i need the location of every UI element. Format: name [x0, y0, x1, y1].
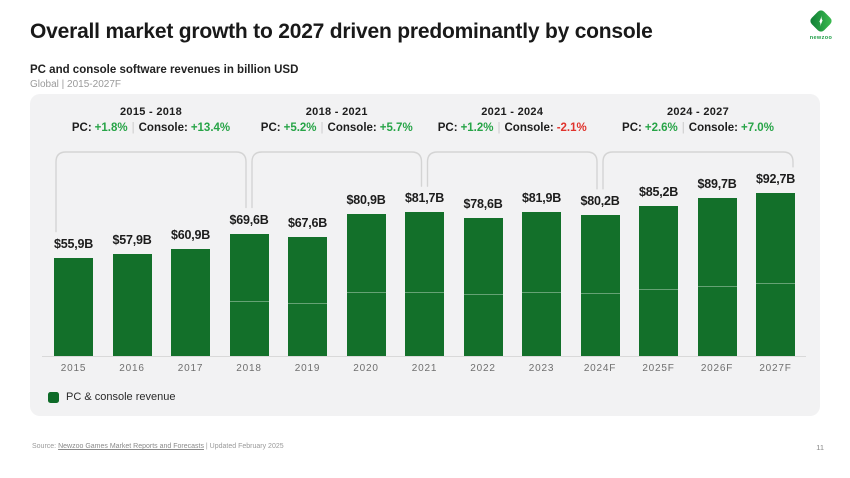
- source-note: Source: Newzoo Games Market Reports and …: [32, 443, 284, 450]
- period-header-4: 2024 - 2027 PC: +2.6% | Console: +7.0%: [588, 106, 808, 134]
- x-axis-line: [42, 356, 806, 357]
- bar-value-label: $89,7B: [697, 177, 737, 192]
- x-axis-tick-label: 2019: [294, 363, 321, 374]
- x-axis-tick-label: 2025F: [642, 363, 675, 374]
- bar-2024F: [580, 214, 620, 356]
- bar-segment-divider: [288, 302, 327, 304]
- bar-value-label: $92,7B: [755, 171, 796, 186]
- period-range: 2021 - 2024: [481, 106, 544, 118]
- bar-value-label: $78,6B: [463, 196, 503, 211]
- bar-segment-divider: [756, 283, 795, 285]
- bar-value-label: $85,2B: [638, 185, 679, 200]
- bar-2025F: [639, 206, 678, 356]
- bar-2015: [54, 257, 93, 356]
- newzoo-logo-icon: [810, 10, 832, 32]
- bar-2026F: [697, 198, 737, 356]
- bar-value-label: $57,9B: [112, 233, 152, 248]
- bar-value-label: $81,9B: [521, 190, 562, 205]
- x-axis-tick-label: 2021: [411, 363, 438, 374]
- x-axis-tick-label: 2017: [177, 363, 204, 374]
- bar-value-label: $80,2B: [580, 193, 620, 208]
- period-bracket: [426, 151, 598, 190]
- period-header-1: 2015 - 2018 PC: +1.8% | Console: +13.4%: [41, 106, 261, 134]
- x-axis-tick-label: 2022: [470, 363, 496, 374]
- bar-2019: [288, 237, 327, 356]
- bar-value-label: $69,6B: [229, 212, 269, 227]
- x-axis-tick-label: 2020: [353, 363, 379, 374]
- page-title: Overall market growth to 2027 driven pre…: [30, 20, 653, 43]
- source-prefix: Source:: [32, 443, 57, 450]
- period-bracket: [602, 151, 794, 190]
- legend: PC & console revenue: [48, 391, 175, 403]
- bar-2023: [522, 211, 561, 356]
- bar-segment-divider: [346, 292, 386, 294]
- bar-segment-divider: [580, 292, 620, 294]
- bar-segment-divider: [229, 301, 269, 303]
- period-range: 2024 - 2027: [666, 106, 730, 118]
- source-link[interactable]: Newzoo Games Market Reports and Forecast…: [58, 443, 204, 450]
- bar-segment-divider: [405, 291, 444, 293]
- bar-2016: [112, 254, 152, 356]
- x-axis-tick-label: 2026F: [700, 363, 734, 374]
- x-axis-tick-label: 2015: [60, 363, 87, 374]
- bar-value-label: $67,6B: [287, 216, 328, 231]
- x-axis-tick-label: 2018: [236, 363, 262, 374]
- bar-2027F: [756, 192, 795, 356]
- period-header-2: 2018 - 2021 PC: +5.2% | Console: +5.7%: [227, 106, 447, 134]
- period-bracket: [55, 151, 247, 233]
- bar-2020: [346, 213, 386, 356]
- period-growth-stats: PC: +2.6% | Console: +7.0%: [622, 122, 774, 134]
- chart-card: 2015 - 2018 PC: +1.8% | Console: +13.4% 2018 -…: [30, 94, 820, 416]
- bar-segment-divider: [639, 289, 678, 291]
- newzoo-logo-text: newzoo: [809, 35, 833, 41]
- bar-segment-divider: [697, 285, 737, 287]
- bar-2018: [229, 233, 269, 356]
- bar-2022: [463, 217, 503, 356]
- source-suffix: | Updated February 2025: [205, 443, 284, 450]
- legend-label: PC & console revenue: [66, 391, 176, 403]
- period-bracket: [251, 151, 423, 209]
- period-growth-stats: PC: +5.2% | Console: +5.7%: [260, 122, 413, 134]
- period-header-3: 2021 - 2024 PC: +1.2% | Console: -2.1%: [402, 106, 622, 134]
- x-axis-tick-label: 2016: [119, 363, 145, 374]
- page-number: 11: [816, 443, 824, 452]
- bar-segment-divider: [522, 291, 561, 293]
- period-range: 2015 - 2018: [119, 106, 183, 118]
- bar-2021: [405, 212, 444, 356]
- x-axis-tick-label: 2027F: [759, 363, 792, 374]
- bar-value-label: $60,9B: [170, 227, 211, 242]
- period-growth-stats: PC: +1.2% | Console: -2.1%: [437, 122, 587, 134]
- x-axis-tick-label: 2024F: [583, 363, 617, 374]
- period-range: 2018 - 2021: [305, 106, 368, 118]
- bar-value-label: $55,9B: [53, 236, 94, 251]
- newzoo-logo: newzoo: [803, 8, 839, 41]
- bar-value-label: $81,7B: [404, 191, 445, 206]
- bar-segment-divider: [463, 294, 503, 296]
- period-growth-stats: PC: +1.8% | Console: +13.4%: [71, 122, 231, 134]
- legend-swatch: [48, 391, 59, 403]
- period-brackets: [55, 151, 794, 233]
- chart-meta: Global | 2015-2027F: [30, 79, 121, 90]
- bar-2017: [171, 248, 210, 356]
- chart-subtitle: PC and console software revenues in bill…: [30, 64, 299, 76]
- bar-value-label: $80,9B: [346, 192, 386, 207]
- x-axis-tick-label: 2023: [528, 363, 555, 374]
